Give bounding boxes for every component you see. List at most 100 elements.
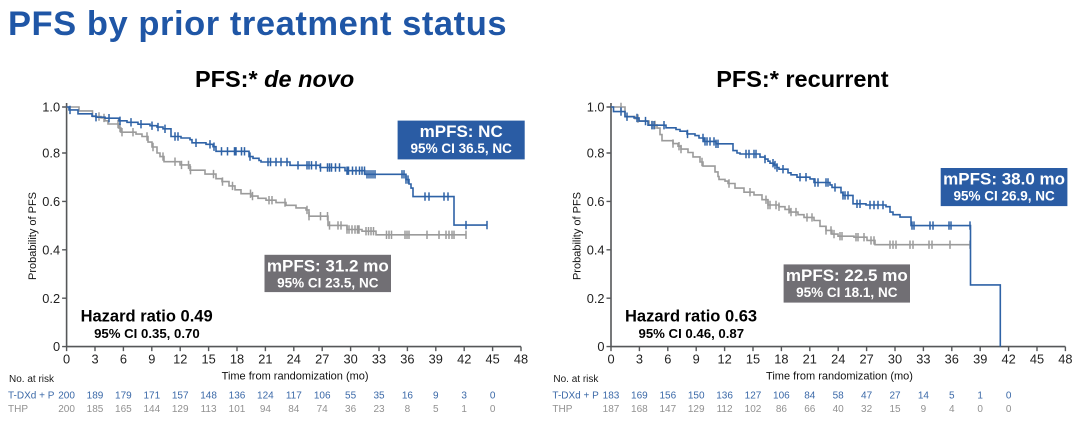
svg-text:12: 12 (173, 352, 187, 367)
svg-text:0: 0 (1006, 404, 1012, 415)
svg-text:0.8: 0.8 (587, 146, 605, 161)
svg-text:Hazard ratio 0.49: Hazard ratio 0.49 (81, 308, 213, 326)
svg-text:171: 171 (143, 390, 160, 401)
svg-text:48: 48 (514, 352, 528, 367)
svg-text:0.4: 0.4 (42, 242, 60, 257)
svg-text:156: 156 (659, 390, 676, 401)
svg-text:1.0: 1.0 (587, 100, 605, 115)
svg-text:84: 84 (288, 404, 300, 415)
svg-text:0: 0 (1006, 390, 1012, 401)
svg-text:189: 189 (87, 390, 104, 401)
svg-text:32: 32 (861, 404, 873, 415)
svg-text:106: 106 (773, 390, 790, 401)
svg-text:95% CI 23.5, NC: 95% CI 23.5, NC (277, 275, 379, 290)
svg-text:45: 45 (485, 352, 499, 367)
svg-text:0: 0 (490, 390, 496, 401)
svg-text:9: 9 (148, 352, 155, 367)
svg-text:27: 27 (315, 352, 329, 367)
svg-text:24: 24 (287, 352, 301, 367)
svg-text:147: 147 (659, 404, 676, 415)
svg-text:0.4: 0.4 (587, 242, 605, 257)
svg-text:PFS by prior treatment status: PFS by prior treatment status (8, 5, 507, 43)
svg-text:165: 165 (115, 404, 132, 415)
svg-text:95% CI 18.1, NC: 95% CI 18.1, NC (796, 285, 898, 300)
svg-text:THP: THP (8, 404, 28, 415)
svg-text:Hazard ratio 0.63: Hazard ratio 0.63 (625, 308, 757, 326)
svg-text:6: 6 (664, 352, 671, 367)
svg-text:84: 84 (804, 390, 816, 401)
svg-text:9: 9 (433, 390, 439, 401)
svg-text:150: 150 (688, 390, 705, 401)
svg-text:36: 36 (400, 352, 414, 367)
svg-text:15: 15 (889, 404, 901, 415)
svg-text:0: 0 (977, 404, 983, 415)
svg-text:55: 55 (345, 390, 357, 401)
svg-text:42: 42 (1001, 352, 1015, 367)
svg-text:0: 0 (490, 404, 496, 415)
svg-text:THP: THP (552, 404, 572, 415)
svg-text:No. at risk: No. at risk (9, 374, 55, 385)
svg-text:0.6: 0.6 (42, 194, 60, 209)
svg-text:mPFS: NC: mPFS: NC (420, 122, 503, 141)
svg-text:127: 127 (745, 390, 762, 401)
svg-text:136: 136 (716, 390, 733, 401)
svg-text:200: 200 (58, 404, 75, 415)
svg-text:129: 129 (688, 404, 705, 415)
svg-text:66: 66 (804, 404, 816, 415)
svg-text:74: 74 (317, 404, 329, 415)
svg-text:PFS:* de novo: PFS:* de novo (195, 66, 354, 92)
svg-text:117: 117 (286, 390, 302, 401)
svg-text:0: 0 (597, 339, 604, 354)
svg-text:102: 102 (745, 404, 762, 415)
svg-text:24: 24 (831, 352, 845, 367)
svg-text:106: 106 (314, 390, 331, 401)
svg-text:14: 14 (918, 390, 930, 401)
svg-text:1.0: 1.0 (42, 100, 60, 115)
svg-text:185: 185 (87, 404, 104, 415)
svg-text:3: 3 (461, 390, 467, 401)
svg-text:187: 187 (603, 404, 620, 415)
svg-text:0.6: 0.6 (587, 194, 605, 209)
svg-text:15: 15 (201, 352, 215, 367)
svg-text:157: 157 (172, 390, 189, 401)
svg-text:129: 129 (172, 404, 189, 415)
svg-text:27: 27 (859, 352, 873, 367)
svg-text:No. at risk: No. at risk (553, 374, 599, 385)
svg-text:183: 183 (603, 390, 620, 401)
svg-text:0: 0 (63, 352, 70, 367)
svg-text:0: 0 (607, 352, 614, 367)
svg-text:36: 36 (945, 352, 959, 367)
svg-text:168: 168 (631, 404, 648, 415)
svg-text:169: 169 (631, 390, 648, 401)
svg-text:mPFS: 38.0 mo: mPFS: 38.0 mo (943, 170, 1065, 189)
svg-text:48: 48 (1058, 352, 1072, 367)
svg-text:15: 15 (746, 352, 760, 367)
svg-text:Time from randomization (mo): Time from randomization (mo) (222, 371, 369, 383)
svg-text:144: 144 (143, 404, 160, 415)
svg-text:39: 39 (429, 352, 443, 367)
svg-text:T-DXd + P: T-DXd + P (8, 390, 55, 401)
svg-text:95% CI 26.9, NC: 95% CI 26.9, NC (953, 189, 1055, 204)
svg-text:95% CI 0.46, 0.87: 95% CI 0.46, 0.87 (639, 326, 745, 341)
svg-text:Probability of PFS: Probability of PFS (572, 192, 584, 280)
svg-text:5: 5 (949, 390, 955, 401)
svg-text:1: 1 (461, 404, 467, 415)
svg-text:21: 21 (803, 352, 817, 367)
svg-text:PFS:* recurrent: PFS:* recurrent (716, 66, 889, 92)
svg-text:136: 136 (229, 390, 246, 401)
svg-text:33: 33 (916, 352, 930, 367)
svg-text:40: 40 (833, 404, 845, 415)
svg-text:23: 23 (373, 404, 385, 415)
svg-text:113: 113 (201, 404, 217, 415)
svg-text:Probability of PFS: Probability of PFS (27, 192, 39, 280)
svg-text:21: 21 (258, 352, 272, 367)
svg-text:mPFS: 31.2 mo: mPFS: 31.2 mo (267, 256, 389, 275)
svg-text:0.2: 0.2 (42, 291, 60, 306)
svg-text:30: 30 (888, 352, 902, 367)
svg-text:35: 35 (373, 390, 385, 401)
svg-text:3: 3 (636, 352, 643, 367)
svg-text:179: 179 (115, 390, 132, 401)
svg-text:18: 18 (230, 352, 244, 367)
svg-text:95% CI 36.5, NC: 95% CI 36.5, NC (411, 141, 513, 156)
svg-text:58: 58 (833, 390, 845, 401)
